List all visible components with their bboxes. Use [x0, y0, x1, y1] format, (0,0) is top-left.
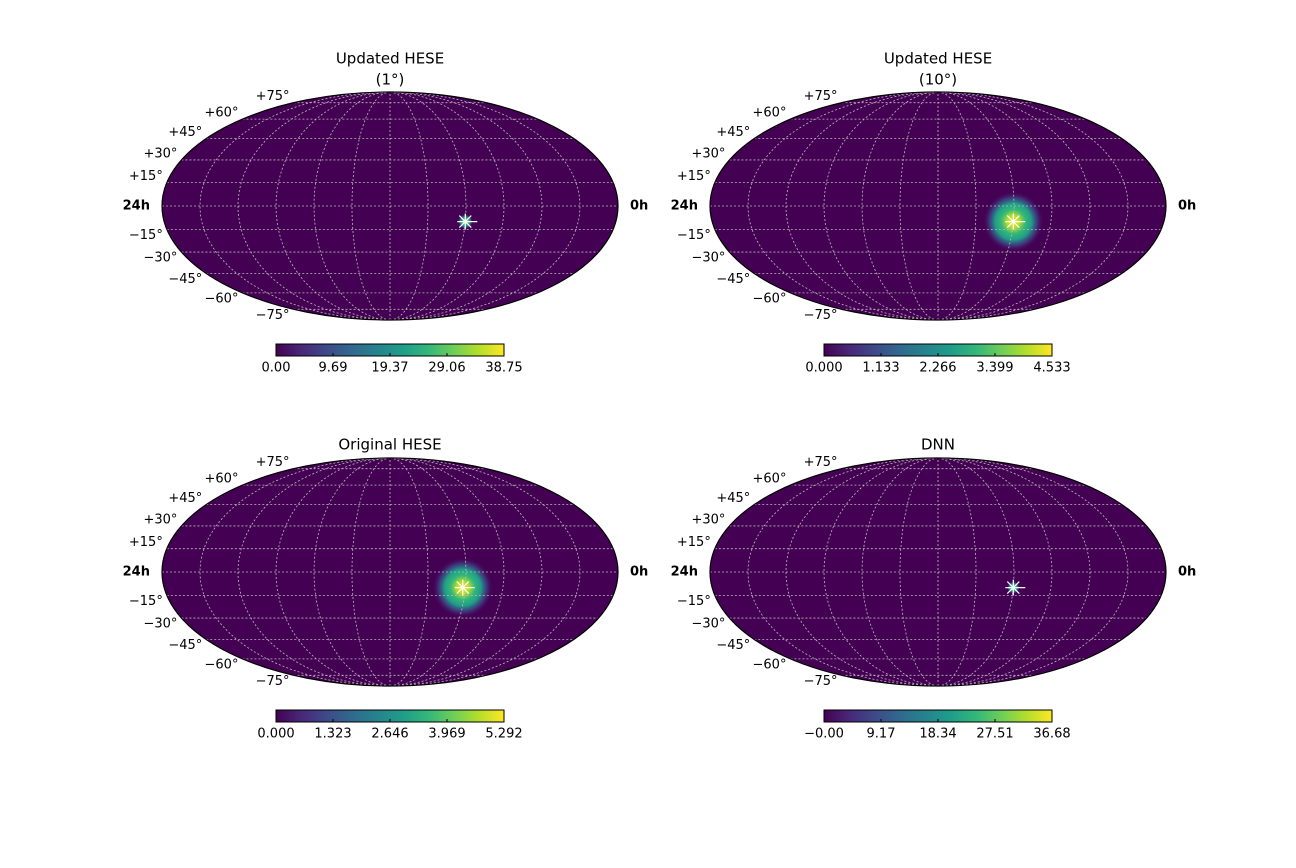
panel-subtitle: (10°) — [919, 71, 957, 89]
sky-border — [161, 457, 619, 687]
colorbar-tick-label: 38.75 — [485, 361, 522, 376]
colorbar-tick-label: 5.292 — [485, 727, 522, 742]
x-tick-label: 24h — [123, 199, 150, 214]
y-tick-label: +30° — [143, 146, 177, 161]
y-tick-label: −75° — [804, 674, 838, 689]
colorbar-tick-label: 4.533 — [1033, 361, 1070, 376]
y-tick-label: −60° — [753, 291, 787, 306]
source-marker — [458, 215, 472, 229]
x-tick-label: 0h — [1178, 565, 1196, 580]
y-tick-label: −30° — [143, 251, 177, 266]
y-tick-label: +45° — [716, 125, 750, 140]
panel: Updated HESE (10°) +75° +60°+45° +30° +15° −15… — [671, 50, 1197, 376]
colorbar-tick-label: 19.37 — [371, 361, 408, 376]
y-tick-label: −60° — [205, 291, 239, 306]
colorbar-tick-label: 1.323 — [314, 727, 351, 742]
sky-border — [161, 91, 619, 321]
y-tick-label: +30° — [691, 146, 725, 161]
y-tick-label: −30° — [143, 617, 177, 632]
y-tick-label: +45° — [168, 491, 202, 506]
y-tick-label: −60° — [205, 657, 239, 672]
y-tick-label: +15° — [129, 535, 163, 550]
y-tick-label: +75° — [256, 455, 290, 470]
panel: DNN +75° +60°+45° +30° +15° −15° −30° −45°−60° −… — [671, 436, 1197, 742]
colorbar-tick-label: 18.34 — [919, 727, 956, 742]
colorbar-tick-label: 9.69 — [319, 361, 348, 376]
y-tick-label: +15° — [129, 169, 163, 184]
colorbar-tick-label: 29.06 — [428, 361, 465, 376]
y-tick-label: +30° — [691, 512, 725, 527]
meridian — [937, 92, 1129, 320]
y-tick-label: −15° — [129, 228, 163, 243]
colorbar-tick-label: 0.000 — [257, 727, 294, 742]
colorbar-tick-label: 3.969 — [428, 727, 465, 742]
y-tick-label: +60° — [205, 472, 239, 487]
colorbar-tick-label: 3.399 — [976, 361, 1013, 376]
colorbar-tick-label: 0.000 — [805, 361, 842, 376]
meridian — [389, 458, 581, 686]
colorbar-tick-label: 2.646 — [371, 727, 408, 742]
panel: Original HESE +75° +60°+45° +30° +15° −15° −30… — [123, 436, 649, 742]
meridian — [389, 92, 581, 320]
panel-subtitle: (1°) — [376, 71, 405, 89]
panel-title: Original HESE — [338, 436, 441, 454]
x-tick-label: 24h — [123, 565, 150, 580]
meridian — [937, 458, 1129, 686]
source-marker — [1006, 581, 1020, 595]
colorbar-tick-label: 27.51 — [976, 727, 1013, 742]
y-tick-label: +75° — [804, 89, 838, 104]
panel-title: DNN — [921, 436, 955, 454]
panel-title: Updated HESE — [336, 50, 444, 68]
y-tick-label: −30° — [691, 617, 725, 632]
colorbar-tick-label: 2.266 — [919, 361, 956, 376]
y-tick-label: −45° — [716, 638, 750, 653]
x-tick-label: 0h — [630, 565, 648, 580]
y-tick-label: +75° — [804, 455, 838, 470]
y-tick-label: +15° — [677, 169, 711, 184]
colorbar-tick-label: 0.00 — [262, 361, 291, 376]
y-tick-label: +60° — [205, 106, 239, 121]
y-tick-label: −75° — [804, 308, 838, 323]
colorbar-tick-label: 36.68 — [1033, 727, 1070, 742]
x-tick-label: 0h — [1178, 199, 1196, 214]
y-tick-label: +30° — [143, 512, 177, 527]
source-marker — [1006, 215, 1020, 229]
y-tick-label: +75° — [256, 89, 290, 104]
y-tick-label: +45° — [168, 125, 202, 140]
colorbar-tick-label: 1.133 — [862, 361, 899, 376]
source-marker — [456, 581, 470, 595]
sky-content — [162, 92, 618, 320]
y-tick-label: +60° — [753, 472, 787, 487]
y-tick-label: −45° — [168, 272, 202, 287]
colorbar-tick-label: −0.00 — [804, 727, 844, 742]
y-tick-label: −30° — [691, 251, 725, 266]
y-tick-label: −75° — [256, 674, 290, 689]
y-tick-label: −75° — [256, 308, 290, 323]
sky-border — [709, 457, 1167, 687]
y-tick-label: −15° — [677, 228, 711, 243]
colorbar-tick-label: 9.17 — [867, 727, 896, 742]
y-tick-label: +15° — [677, 535, 711, 550]
y-tick-label: −15° — [677, 594, 711, 609]
x-tick-label: 24h — [671, 199, 698, 214]
y-tick-label: −60° — [753, 657, 787, 672]
y-tick-label: −45° — [168, 638, 202, 653]
y-tick-label: −45° — [716, 272, 750, 287]
x-tick-label: 0h — [630, 199, 648, 214]
y-tick-label: −15° — [129, 594, 163, 609]
x-tick-label: 24h — [671, 565, 698, 580]
panel-title: Updated HESE — [884, 50, 992, 68]
y-tick-label: +45° — [716, 491, 750, 506]
panel: Updated HESE (1°) +75° +60°+45° +30° +15° −15°… — [123, 50, 649, 376]
sky-border — [709, 91, 1167, 321]
y-tick-label: +60° — [753, 106, 787, 121]
